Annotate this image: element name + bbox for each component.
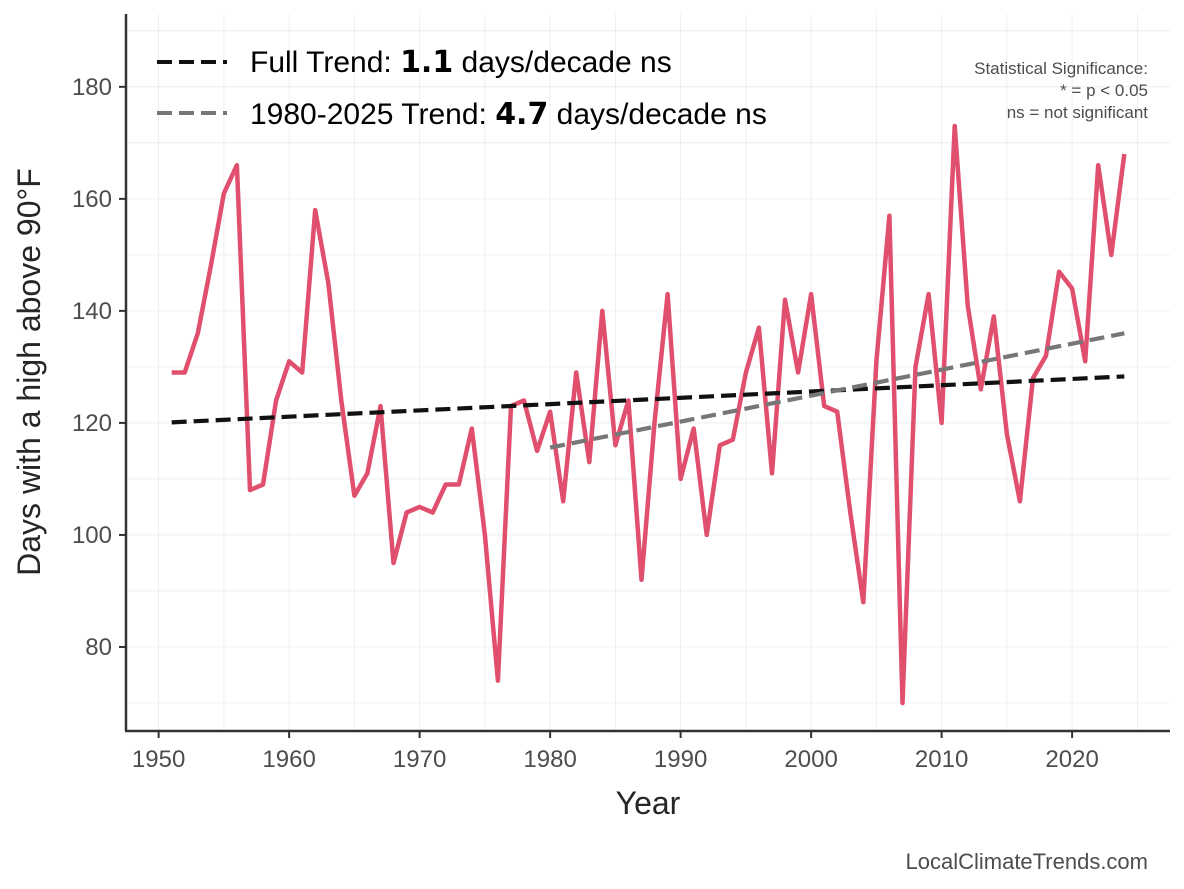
y-tick-label: 80 bbox=[85, 634, 112, 661]
legend-prefix-full-trend: Full Trend: bbox=[250, 46, 400, 79]
x-tick-label: 1960 bbox=[262, 746, 315, 773]
legend-prefix-recent-trend: 1980-2025 Trend: bbox=[250, 98, 495, 131]
significance-note: Statistical Significance: * = p < 0.05 n… bbox=[974, 59, 1148, 122]
legend: Full Trend: 1.1 days/decade ns 1980-2025… bbox=[157, 45, 767, 132]
legend-value-full-trend: 1.1 bbox=[400, 45, 453, 80]
x-tick-label: 2020 bbox=[1045, 746, 1098, 773]
trend-line-1980-2025 bbox=[549, 331, 1125, 450]
trend-line-full bbox=[171, 374, 1125, 425]
y-axis-title: Days with a high above 90°F bbox=[11, 168, 47, 576]
y-tick-label: 180 bbox=[72, 74, 112, 101]
y-tick-label: 140 bbox=[72, 298, 112, 325]
x-tick-label: 1970 bbox=[393, 746, 446, 773]
x-axis-title: Year bbox=[616, 785, 681, 821]
note-line-1: Statistical Significance: bbox=[974, 59, 1148, 78]
series-layer bbox=[171, 123, 1127, 706]
legend-suffix-recent-trend: days/decade ns bbox=[548, 98, 766, 131]
y-tick-label: 100 bbox=[72, 522, 112, 549]
series-line-days-above-90 bbox=[171, 123, 1127, 706]
legend-value-recent-trend: 4.7 bbox=[495, 97, 548, 132]
ticks: 1950 1960 1970 1980 1990 2000 2010 2020 80 100 120… bbox=[72, 74, 1099, 773]
y-tick-label: 160 bbox=[72, 186, 112, 213]
credit-text: LocalClimateTrends.com bbox=[906, 849, 1149, 874]
x-tick-label: 1980 bbox=[523, 746, 576, 773]
legend-label-full-trend: Full Trend: 1.1 days/decade ns bbox=[250, 45, 672, 80]
legend-label-recent-trend: 1980-2025 Trend: 4.7 days/decade ns bbox=[250, 97, 767, 132]
axes bbox=[124, 14, 1170, 733]
x-tick-label: 1950 bbox=[132, 746, 185, 773]
note-line-2: * = p < 0.05 bbox=[1060, 81, 1148, 100]
y-tick-label: 120 bbox=[72, 410, 112, 437]
x-tick-label: 2010 bbox=[915, 746, 968, 773]
x-tick-label: 2000 bbox=[784, 746, 837, 773]
note-line-3: ns = not significant bbox=[1007, 103, 1149, 122]
x-tick-label: 1990 bbox=[654, 746, 707, 773]
legend-suffix-full-trend: days/decade ns bbox=[453, 46, 671, 79]
